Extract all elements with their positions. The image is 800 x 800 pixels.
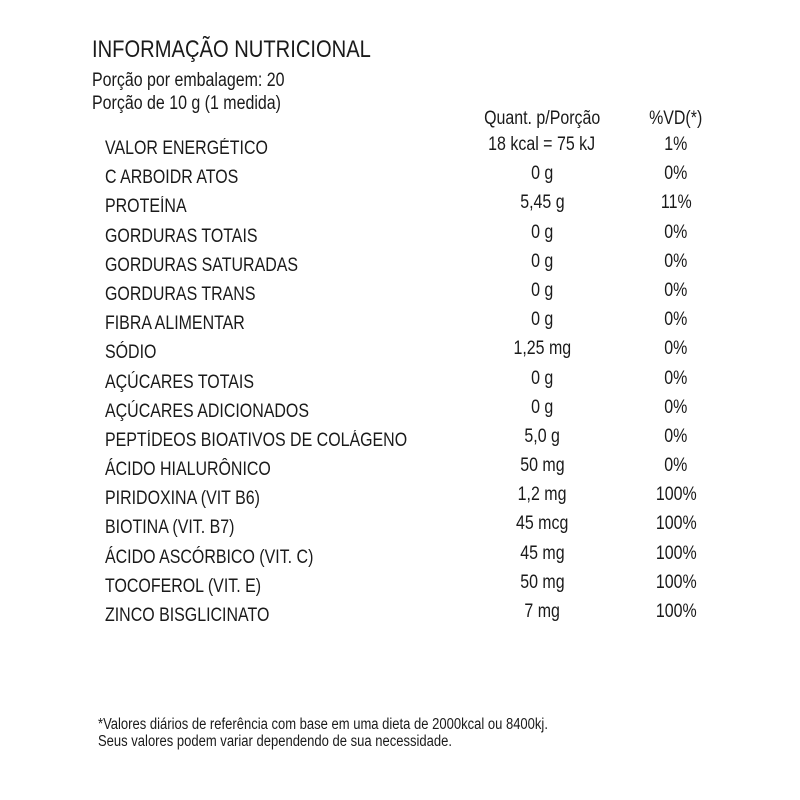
- nutrient-dv: 0%: [664, 279, 688, 301]
- header-dv: %VD(*): [649, 108, 703, 129]
- table-row: PIRIDOXINA (VIT B6) 1,2 mg 100%: [0, 484, 800, 517]
- nutrient-quantity: 50 mg: [519, 455, 565, 477]
- nutrient-label: ÁCIDO HIALURÔNICO: [105, 459, 271, 481]
- nutrient-label: PIRIDOXINA (VIT B6): [105, 488, 260, 510]
- nutrient-quantity: 5,0 g: [524, 425, 560, 447]
- table-row: GORDURAS TRANS 0 g 0%: [0, 280, 800, 313]
- nutrient-label: FIBRA ALIMENTAR: [105, 313, 245, 335]
- nutrient-label: VALOR ENERGÉTICO: [105, 138, 268, 159]
- nutrient-dv: 100%: [655, 484, 697, 506]
- nutrient-dv: 0%: [664, 367, 688, 389]
- nutrient-dv: 0%: [664, 221, 688, 243]
- nutrient-dv: 100%: [655, 601, 697, 622]
- nutrient-dv: 1%: [664, 134, 688, 155]
- nutrient-label: BIOTINA (VIT. B7): [105, 517, 235, 539]
- nutrition-table: VALOR ENERGÉTICO 18 kcal = 75 kJ 1% C ARB…: [0, 134, 800, 634]
- nutrient-dv: 0%: [664, 396, 688, 418]
- nutrient-label: SÓDIO: [105, 342, 157, 364]
- nutrient-quantity: 18 kcal = 75 kJ: [488, 134, 596, 155]
- table-row: BIOTINA (VIT. B7) 45 mcg 100%: [0, 513, 800, 546]
- table-row: ÁCIDO ASCÓRBICO (VIT. C) 45 mg 100%: [0, 543, 800, 576]
- table-row: ZINCO BISGLICINATO 7 mg 100%: [0, 601, 800, 634]
- nutrient-label: PEPTÍDEOS BIOATIVOS DE COLÁGENO: [105, 429, 408, 451]
- nutrient-dv: 0%: [664, 309, 688, 331]
- table-row: C ARBOIDR ATOS 0 g 0%: [0, 163, 800, 196]
- nutrient-quantity: 45 mg: [519, 542, 565, 564]
- nutrient-dv: 100%: [655, 571, 697, 593]
- nutrient-quantity: 0 g: [530, 163, 554, 185]
- table-row: PEPTÍDEOS BIOATIVOS DE COLÁGENO 5,0 g 0%: [0, 426, 800, 459]
- table-row: VALOR ENERGÉTICO 18 kcal = 75 kJ 1%: [0, 134, 800, 167]
- nutrient-label: GORDURAS TOTAIS: [105, 225, 258, 247]
- nutrient-quantity: 0 g: [530, 221, 554, 243]
- table-row: ÁCIDO HIALURÔNICO 50 mg 0%: [0, 455, 800, 488]
- nutrient-quantity: 0 g: [530, 367, 554, 389]
- nutrient-dv: 0%: [664, 425, 688, 447]
- table-row: FIBRA ALIMENTAR 0 g 0%: [0, 309, 800, 342]
- footnote: *Valores diários de referência com base …: [98, 716, 548, 750]
- nutrient-dv: 0%: [664, 163, 688, 185]
- label-title: INFORMAÇÃO NUTRICIONAL: [92, 36, 371, 63]
- nutrient-label: GORDURAS TRANS: [105, 283, 256, 305]
- nutrient-quantity: 1,25 mg: [513, 338, 571, 360]
- nutrient-dv: 11%: [660, 192, 692, 214]
- table-row: SÓDIO 1,25 mg 0%: [0, 338, 800, 371]
- table-row: AÇÚCARES TOTAIS 0 g 0%: [0, 368, 800, 401]
- table-row: TOCOFEROL (VIT. E) 50 mg 100%: [0, 572, 800, 605]
- nutrient-dv: 100%: [655, 542, 697, 564]
- nutrient-quantity: 0 g: [530, 250, 554, 272]
- servings-per-package: Porção por embalagem: 20: [92, 70, 285, 91]
- nutrient-dv: 0%: [664, 338, 688, 360]
- nutrient-quantity: 45 mcg: [515, 513, 569, 535]
- nutrient-quantity: 7 mg: [524, 601, 560, 622]
- nutrient-dv: 100%: [655, 513, 697, 535]
- table-row: AÇÚCARES ADICIONADOS 0 g 0%: [0, 397, 800, 430]
- table-row: GORDURAS TOTAIS 0 g 0%: [0, 222, 800, 255]
- nutrient-label: ÁCIDO ASCÓRBICO (VIT. C): [105, 546, 314, 568]
- table-row: GORDURAS SATURADAS 0 g 0%: [0, 251, 800, 284]
- nutrient-quantity: 0 g: [530, 279, 554, 301]
- nutrient-label: PROTEÍNA: [105, 196, 187, 218]
- nutrient-dv: 0%: [664, 455, 688, 477]
- nutrient-quantity: 0 g: [530, 309, 554, 331]
- nutrient-label: AÇÚCARES TOTAIS: [105, 371, 254, 393]
- nutrient-label: C ARBOIDR ATOS: [105, 167, 239, 189]
- nutrient-quantity: 5,45 g: [519, 192, 565, 214]
- nutrient-quantity: 0 g: [530, 396, 554, 418]
- nutrient-label: GORDURAS SATURADAS: [105, 254, 299, 276]
- header-quantity: Quant. p/Porção: [483, 108, 601, 129]
- nutrient-label: ZINCO BISGLICINATO: [105, 605, 270, 626]
- nutrient-label: AÇÚCARES ADICIONADOS: [105, 400, 309, 422]
- table-row: PROTEÍNA 5,45 g 11%: [0, 192, 800, 225]
- nutrient-dv: 0%: [664, 250, 688, 272]
- nutrient-label: TOCOFEROL (VIT. E): [105, 575, 262, 597]
- nutrient-quantity: 1,2 mg: [517, 484, 567, 506]
- nutrient-quantity: 50 mg: [519, 571, 565, 593]
- serving-size: Porção de 10 g (1 medida): [92, 93, 281, 114]
